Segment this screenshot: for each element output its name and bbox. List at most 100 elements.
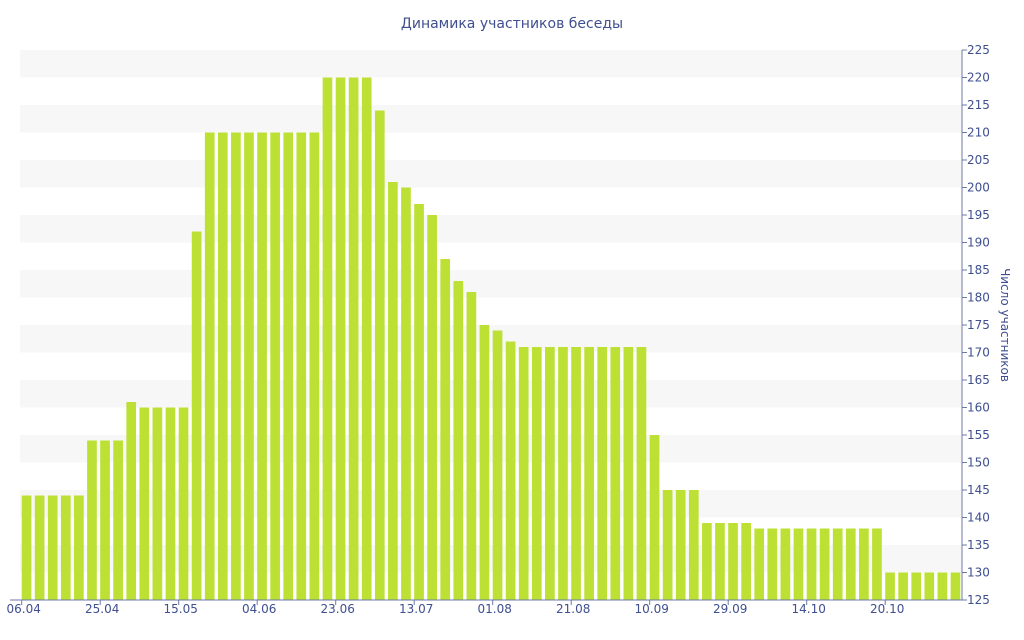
bar xyxy=(296,132,307,600)
y-tick-label: 155 xyxy=(967,428,990,442)
x-tick-label: 25.04 xyxy=(85,602,119,616)
y-tick-label: 215 xyxy=(967,98,990,112)
y-axis-label: Число участников xyxy=(998,268,1012,382)
bar xyxy=(87,440,97,600)
bar xyxy=(74,495,84,600)
grid-band xyxy=(20,105,962,133)
bar xyxy=(440,259,451,600)
chart-title: Динамика участников беседы xyxy=(401,16,623,32)
grid-band xyxy=(20,325,962,353)
bar xyxy=(754,528,765,600)
bar xyxy=(688,490,699,600)
bar xyxy=(374,110,385,600)
bar xyxy=(309,132,320,600)
bar xyxy=(270,132,280,600)
bar xyxy=(859,528,869,600)
bar xyxy=(924,572,935,600)
x-tick-label: 06.04 xyxy=(7,602,41,616)
bar xyxy=(348,77,359,600)
bar xyxy=(335,77,346,600)
bar xyxy=(793,528,804,600)
grid-band xyxy=(20,270,962,298)
x-tick-label: 13.07 xyxy=(399,602,433,616)
bar xyxy=(662,490,673,600)
bar xyxy=(191,231,202,600)
grid-band xyxy=(20,380,962,408)
bar xyxy=(597,347,608,600)
bar xyxy=(165,407,176,600)
y-tick-label: 200 xyxy=(967,181,990,195)
y-tick-label: 195 xyxy=(967,208,990,222)
bar xyxy=(283,132,294,600)
bar xyxy=(414,204,424,600)
bar xyxy=(505,341,516,600)
bar xyxy=(47,495,58,600)
bar xyxy=(531,347,542,600)
y-tick-label: 135 xyxy=(967,538,990,552)
y-ticks: 125 130 135 140 145 150 155 160 165 170 175 180 185 1… xyxy=(962,43,990,607)
bar xyxy=(558,347,568,600)
bar xyxy=(126,402,137,600)
bar xyxy=(427,215,437,600)
bar xyxy=(217,132,228,600)
x-ticks: 06.04 25.04 15.05 04.06 23.06 13.07 01.08 21.08… xyxy=(7,600,904,616)
bar xyxy=(872,528,882,600)
x-tick-label: 23.06 xyxy=(321,602,355,616)
bar xyxy=(898,572,908,600)
y-tick-label: 165 xyxy=(967,373,990,387)
bar xyxy=(649,435,660,600)
x-tick-label: 04.06 xyxy=(242,602,276,616)
bar xyxy=(361,77,372,600)
y-tick-label: 210 xyxy=(967,126,990,140)
bar xyxy=(231,132,241,600)
y-tick-label: 150 xyxy=(967,456,990,470)
bar xyxy=(178,407,189,600)
bar xyxy=(911,572,922,600)
grid-band xyxy=(20,545,962,573)
bar xyxy=(806,528,817,600)
y-tick-label: 220 xyxy=(967,71,990,85)
bar xyxy=(819,528,830,600)
bar xyxy=(152,407,163,600)
grid-band xyxy=(20,435,962,463)
x-tick-label: 14.10 xyxy=(792,602,826,616)
bar xyxy=(675,490,686,600)
x-tick-label: 29.09 xyxy=(713,602,747,616)
y-tick-label: 130 xyxy=(967,566,990,580)
y-tick-label: 175 xyxy=(967,318,990,332)
y-tick-label: 160 xyxy=(967,401,990,415)
bar xyxy=(322,77,333,600)
bar xyxy=(466,292,477,600)
bar xyxy=(623,347,634,600)
y-tick-label: 190 xyxy=(967,236,990,250)
x-tick-label: 21.08 xyxy=(556,602,590,616)
bar xyxy=(780,528,791,600)
bar xyxy=(715,523,725,600)
bar xyxy=(702,523,712,600)
y-tick-label: 185 xyxy=(967,263,990,277)
bar xyxy=(113,440,123,600)
grid-bands xyxy=(20,50,962,573)
bar xyxy=(950,572,961,600)
bar xyxy=(584,347,594,600)
grid-band xyxy=(20,50,962,78)
bar xyxy=(636,347,647,600)
y-tick-label: 180 xyxy=(967,291,990,305)
bar xyxy=(257,132,267,600)
bar xyxy=(244,132,254,600)
bar xyxy=(767,528,778,600)
bar xyxy=(885,572,895,600)
bar xyxy=(937,572,948,600)
bar xyxy=(100,440,110,600)
x-tick-label: 10.09 xyxy=(635,602,669,616)
y-tick-label: 145 xyxy=(967,483,990,497)
bar xyxy=(741,523,751,600)
bar xyxy=(401,187,411,600)
grid-band xyxy=(20,490,962,518)
bar xyxy=(34,495,45,600)
bar xyxy=(492,330,503,600)
bar xyxy=(21,495,32,600)
bar xyxy=(479,325,490,600)
bar xyxy=(518,347,529,600)
y-tick-label: 140 xyxy=(967,511,990,525)
